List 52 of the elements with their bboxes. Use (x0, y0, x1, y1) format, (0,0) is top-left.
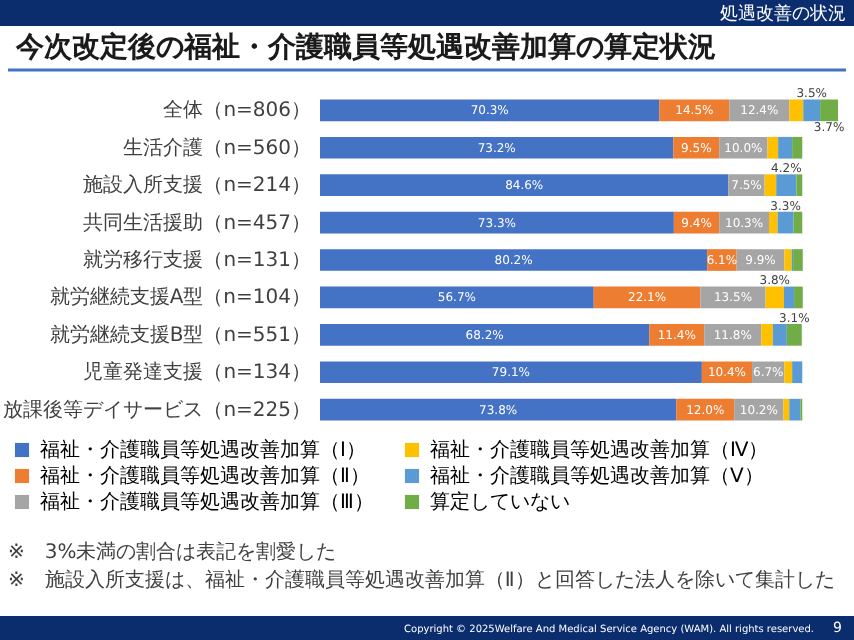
text: ※ 3%未満の割合は表記を割愛した (8, 540, 337, 564)
bar (320, 99, 660, 122)
legend-label: 算定していない (430, 490, 570, 514)
bar (792, 361, 803, 384)
legend-label: 福祉・介護職員等処遇改善加算（Ⅴ） (430, 464, 764, 488)
bar (778, 136, 793, 159)
bar (320, 136, 674, 159)
y-tick-label: 就労移行支援（n=131） (83, 248, 311, 272)
y-tick-label: 児童発達支援（n=134） (83, 360, 311, 385)
bar (767, 136, 779, 159)
bar (320, 286, 594, 309)
text: ※ 施設入所支援は、福祉・介護職員等処遇改善加算（Ⅱ）と回答した法人を除いて集計した (8, 568, 835, 592)
bar (768, 211, 778, 234)
chart-title: 今次改定後の福祉・介護職員等処遇改善加算の算定状況 (14, 30, 716, 64)
bar (765, 286, 784, 309)
bar (764, 174, 777, 197)
legend-label: 福祉・介護職員等処遇改善加算（Ⅱ） (40, 464, 370, 488)
legend-label: 福祉・介護職員等処遇改善加算（Ⅲ） (40, 490, 374, 514)
bar (659, 99, 730, 122)
bar (772, 323, 787, 346)
y-tick-label: 生活介護（n=560） (123, 135, 311, 160)
legend-label: 福祉・介護職員等処遇改善加算（Ⅳ） (430, 438, 769, 462)
bar (789, 398, 801, 421)
bar (320, 398, 677, 421)
text: 処遇改善の状況 (720, 3, 846, 25)
bar (784, 361, 793, 384)
bar (776, 174, 797, 197)
bar (794, 286, 803, 309)
bar (761, 323, 773, 346)
bar (793, 249, 803, 271)
bar (784, 249, 792, 271)
bar (783, 398, 790, 421)
y-tick-label: 就労継続支援B型（n=551） (49, 322, 311, 347)
y-tick-label: 全体（n=806） (163, 98, 311, 123)
y-tick-label: 施設入所支援（n=214） (83, 173, 311, 198)
bar (789, 99, 804, 122)
bar (320, 211, 674, 234)
legend-label: 福祉・介護職員等処遇改善加算（Ⅰ） (40, 438, 366, 462)
bar (320, 323, 650, 346)
bar (777, 211, 794, 234)
bar (796, 174, 803, 197)
bar (820, 99, 838, 122)
bar (803, 99, 821, 122)
y-tick-label: 共同生活援助（n=457） (83, 210, 311, 235)
bar (320, 174, 729, 197)
bar (786, 323, 802, 346)
bar (783, 286, 795, 309)
bar (792, 136, 803, 159)
y-tick-label: 就労継続支援A型（n=104） (49, 285, 311, 310)
y-tick-label: 放課後等デイサービス（n=225） (3, 397, 311, 422)
bar (320, 249, 708, 271)
bar (320, 361, 702, 384)
